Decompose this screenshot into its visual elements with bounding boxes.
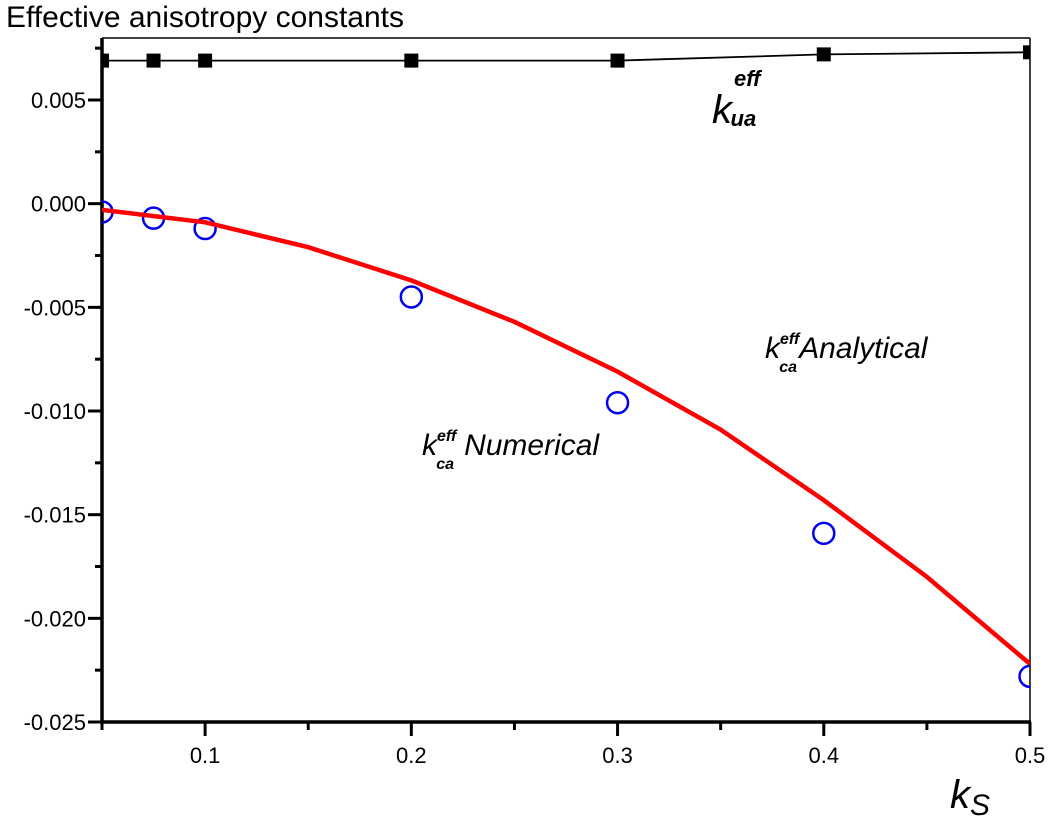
data-point-circle [812, 521, 836, 546]
series-2 [102, 207, 1030, 666]
series-0 [102, 45, 1030, 68]
annotation-kca-analytical: keff caAnalytical [765, 331, 929, 376]
y-tick-label: 0.005 [31, 88, 86, 113]
data-point-square [1023, 45, 1030, 60]
annotation-kua: keff ua [712, 66, 763, 132]
data-point-square [198, 53, 213, 68]
annotation-kua-sub: ua [731, 106, 757, 131]
data-point-square [816, 47, 831, 62]
data-point-circle [399, 285, 424, 309]
annotations: keff ua keff caAnalytical keff caNumerical [422, 66, 929, 473]
x-tick-label: 0.1 [190, 743, 221, 768]
x-axis-label: kS [950, 773, 990, 821]
series-line [102, 207, 1030, 666]
annotation-kca-numerical: keff caNumerical [422, 428, 600, 473]
data-point-square [404, 53, 419, 68]
axes: 0.005 0.000 -0.005 -0.010 -0.015 -0.020 -0.025… [24, 37, 1046, 768]
annotation-kua-base: k [712, 88, 734, 132]
data-point-circle [1018, 664, 1030, 689]
data-point-square [102, 53, 109, 68]
x-tick-label: 0.4 [808, 743, 839, 768]
data-point-square [146, 53, 161, 68]
x-tick-label: 0.5 [1015, 743, 1046, 768]
y-tick-label: -0.015 [24, 503, 86, 528]
annotation-kua-sup: eff [734, 66, 763, 91]
y-tick-label: -0.010 [24, 399, 86, 424]
x-tick-label: 0.3 [602, 743, 633, 768]
y-tick-label: -0.005 [24, 295, 86, 320]
x-tick-label: 0.2 [396, 743, 427, 768]
y-tick-label: -0.020 [24, 606, 86, 631]
data-point-circle [193, 216, 217, 241]
y-tick-label: 0.000 [31, 192, 86, 217]
series-layer [102, 45, 1030, 689]
data-point-circle [605, 390, 630, 415]
data-point-square [610, 53, 625, 68]
chart-title: Effective anisotropy constants [6, 1, 404, 34]
y-tick-label: -0.025 [24, 710, 86, 735]
series-line [102, 51, 1030, 62]
